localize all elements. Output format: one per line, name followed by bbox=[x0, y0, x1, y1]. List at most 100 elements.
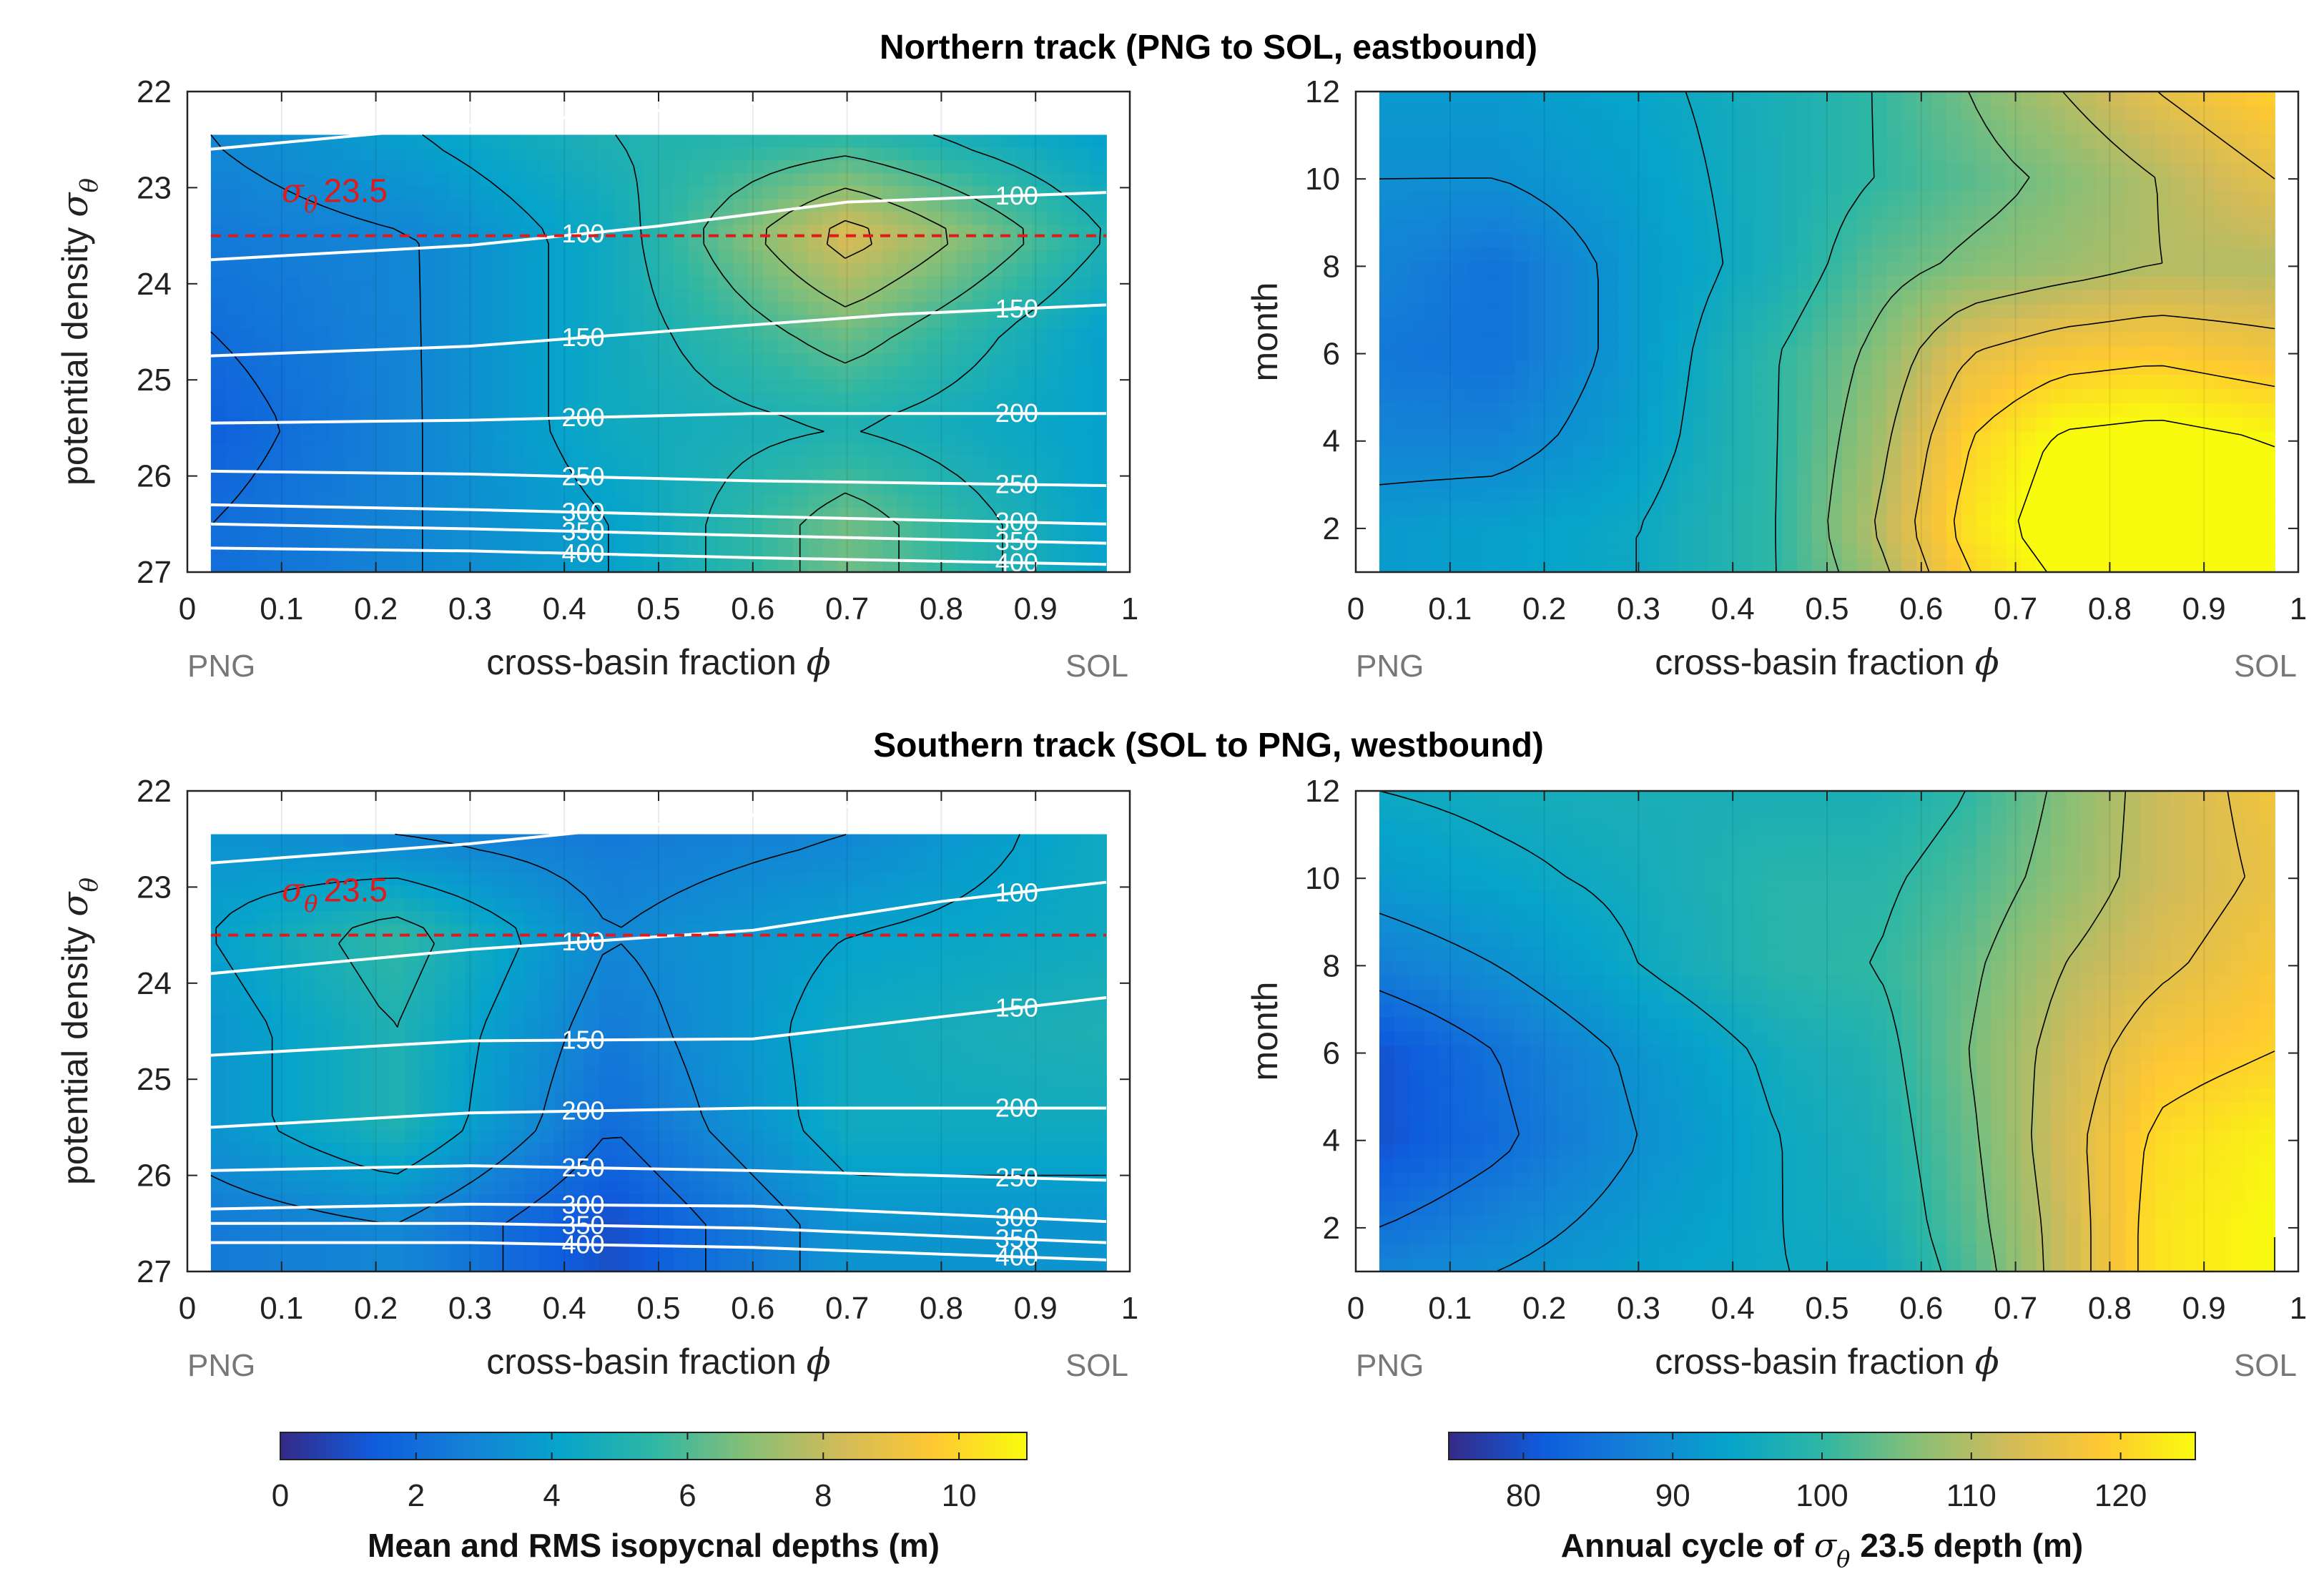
heatmap-cell bbox=[1379, 148, 1395, 163]
heatmap-cell bbox=[1827, 543, 1843, 559]
heatmap-cell bbox=[644, 559, 659, 573]
heatmap-cell bbox=[1946, 558, 1962, 573]
heatmap-cell bbox=[360, 1104, 376, 1118]
heatmap-cell bbox=[1708, 105, 1723, 121]
x-tick-label: 1 bbox=[2290, 591, 2307, 626]
x-tick-label: 0.5 bbox=[636, 591, 680, 626]
heatmap-cell bbox=[1484, 558, 1500, 573]
heatmap-cell bbox=[285, 1156, 301, 1169]
heatmap-cell bbox=[1812, 134, 1828, 149]
heatmap-cell bbox=[1752, 318, 1768, 333]
heatmap-cell bbox=[479, 1104, 496, 1118]
heatmap-cell bbox=[2170, 360, 2186, 375]
heatmap-cell bbox=[435, 1207, 450, 1221]
heatmap-cell bbox=[479, 379, 496, 393]
heatmap-cell bbox=[2065, 431, 2082, 446]
heatmap-cell bbox=[375, 1078, 391, 1092]
heatmap-cell bbox=[1394, 374, 1410, 389]
heatmap-cell bbox=[1498, 445, 1515, 460]
heatmap-cell bbox=[927, 250, 943, 265]
heatmap-cell bbox=[300, 315, 316, 329]
heatmap-cell bbox=[748, 276, 764, 290]
heatmap-cell bbox=[882, 212, 898, 226]
heatmap-cell bbox=[584, 250, 600, 265]
heatmap-cell bbox=[240, 975, 257, 990]
heatmap-cell bbox=[852, 250, 868, 265]
heatmap-cell bbox=[1484, 473, 1500, 488]
heatmap-cell bbox=[748, 289, 764, 303]
heatmap-cell bbox=[733, 495, 749, 508]
north-track-title: Northern track (PNG to SOL, eastbound) bbox=[880, 29, 1537, 67]
heatmap-cell bbox=[210, 975, 227, 990]
heatmap-cell bbox=[2021, 218, 2037, 234]
heatmap-cell bbox=[957, 328, 973, 342]
heatmap-cell bbox=[1484, 205, 1500, 220]
heatmap-cell bbox=[1633, 318, 1649, 333]
heatmap-cell bbox=[2260, 205, 2275, 220]
heatmap-cell bbox=[1663, 388, 1679, 403]
heatmap-cell bbox=[822, 559, 839, 573]
heatmap-cell bbox=[2125, 501, 2142, 516]
heatmap-cell bbox=[777, 173, 794, 187]
heatmap-cell bbox=[464, 482, 481, 496]
heatmap-cell bbox=[599, 353, 615, 367]
heatmap-cell bbox=[1886, 119, 1903, 135]
heatmap-cell bbox=[1379, 431, 1395, 446]
contour-lines bbox=[1379, 91, 2275, 573]
heatmap-cell bbox=[748, 353, 764, 367]
heatmap-cell bbox=[703, 276, 719, 290]
heatmap-cell bbox=[1439, 473, 1455, 488]
heatmap-cell bbox=[2021, 176, 2037, 192]
heatmap-cell bbox=[479, 1066, 496, 1079]
heatmap-cell bbox=[957, 289, 973, 303]
heatmap-cell bbox=[1543, 289, 1560, 305]
heatmap-cell bbox=[1031, 340, 1048, 355]
heatmap-cell bbox=[867, 186, 883, 200]
heatmap-cell bbox=[2260, 543, 2275, 559]
heatmap-cell bbox=[2065, 515, 2082, 531]
heatmap-cell bbox=[614, 199, 630, 213]
heatmap-cell bbox=[2215, 543, 2231, 559]
heatmap-cell bbox=[1916, 416, 1932, 432]
heatmap-cell bbox=[1841, 119, 1858, 135]
heatmap-cell bbox=[509, 860, 525, 874]
heatmap-cell bbox=[1454, 345, 1469, 361]
heatmap-cell bbox=[360, 328, 376, 342]
heatmap-cell bbox=[1693, 416, 1708, 432]
heatmap-cell bbox=[599, 379, 615, 393]
heatmap-cell bbox=[270, 521, 287, 534]
heatmap-cell bbox=[1484, 332, 1500, 347]
heatmap-cell bbox=[1588, 247, 1604, 262]
heatmap-cell bbox=[2095, 92, 2112, 107]
heatmap-cell bbox=[2185, 345, 2201, 361]
heatmap-cell bbox=[2051, 360, 2067, 375]
heatmap-cell bbox=[2170, 515, 2186, 531]
heatmap-cell bbox=[420, 328, 435, 342]
heatmap-cell bbox=[449, 508, 466, 521]
heatmap-cell bbox=[1046, 533, 1063, 547]
heatmap-cell bbox=[1031, 469, 1048, 483]
heatmap-cell bbox=[449, 559, 466, 573]
heatmap-cell bbox=[852, 379, 868, 393]
heatmap-cell bbox=[629, 315, 644, 329]
x-tick-label: 0.8 bbox=[2088, 591, 2132, 626]
heatmap-cell bbox=[912, 559, 928, 573]
heatmap-cell bbox=[1484, 176, 1500, 192]
heatmap-cell bbox=[1722, 162, 1738, 177]
heatmap-cell bbox=[1573, 487, 1589, 502]
heatmap-cell bbox=[1031, 289, 1048, 303]
heatmap-cell bbox=[822, 173, 839, 187]
heatmap-cell bbox=[479, 847, 496, 861]
heatmap-cell bbox=[1886, 515, 1903, 531]
heatmap-cell bbox=[509, 1117, 525, 1131]
heatmap-cell bbox=[315, 173, 331, 187]
heatmap-cell bbox=[1498, 289, 1515, 305]
heatmap-cell bbox=[270, 533, 287, 547]
heatmap-cell bbox=[568, 250, 585, 265]
heatmap-cell bbox=[2170, 501, 2186, 516]
y-tick-label: 22 bbox=[137, 74, 172, 109]
heatmap-cell bbox=[1528, 543, 1545, 559]
heatmap-cell bbox=[1797, 332, 1813, 347]
heatmap-cell bbox=[792, 302, 809, 316]
